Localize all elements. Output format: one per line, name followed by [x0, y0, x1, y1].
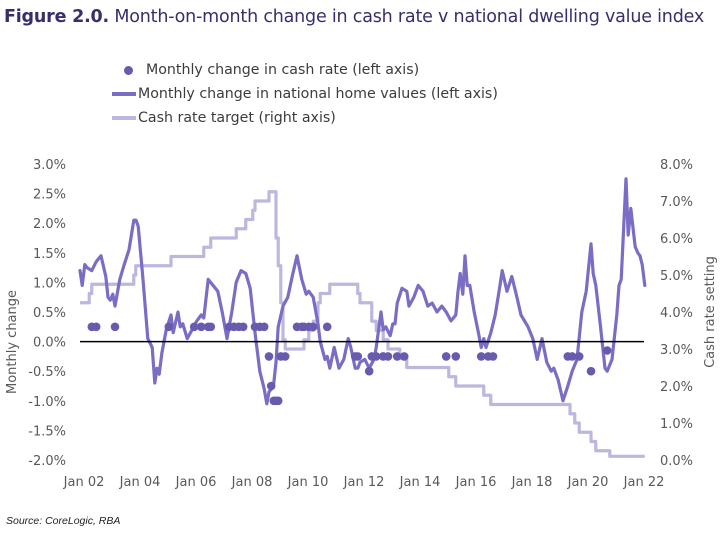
y-axis-label-left: Monthly change	[5, 290, 20, 394]
cash-rate-change-point	[567, 352, 577, 361]
cash-rate-target-series	[80, 190, 645, 458]
y-tick-label-right: 5.0%	[660, 269, 693, 284]
x-tick-label: Jan 10	[287, 475, 329, 490]
cash-rate-change-point	[206, 322, 216, 332]
cash-rate-change-point	[574, 352, 584, 361]
legend-line-marker	[112, 89, 136, 99]
y-tick-label-right: 3.0%	[660, 343, 693, 358]
cash-rate-change-point	[189, 322, 199, 332]
cash-rate-change-point	[196, 322, 206, 332]
x-tick-label: Jan 18	[511, 475, 553, 490]
legend-label: Cash rate target (right axis)	[138, 110, 336, 126]
x-tick-label: Jan 22	[623, 475, 665, 490]
dot-icon	[124, 66, 133, 75]
line-icon	[112, 116, 136, 120]
y-tick-label-left: -2.0%	[28, 454, 66, 469]
x-tick-label: Jan 04	[119, 475, 161, 490]
y-tick-label-left: 3.0%	[33, 158, 66, 173]
left-axis: -2.0% -1.5% -1.0% -0.5% 0.0% 0.5% 1.0% 1.5% 2.0%…	[28, 158, 66, 469]
cash-rate-change-series	[87, 322, 612, 406]
cash-rate-change-point	[273, 396, 283, 406]
x-tick-label: Jan 16	[455, 475, 497, 490]
right-axis: 0.0% 1.0% 2.0% 3.0% 4.0% 5.0% 6.0% 7.0% 8.0%	[660, 158, 693, 469]
cash-rate-change-point	[266, 381, 276, 391]
y-tick-label-right: 8.0%	[660, 158, 693, 173]
chart-title: Figure 2.0. Month-on-month change in cas…	[4, 4, 719, 31]
y-tick-label-right: 2.0%	[660, 380, 693, 395]
cash-rate-change-point	[110, 322, 120, 332]
y-tick-label-left: 2.5%	[33, 188, 66, 203]
line-icon	[112, 92, 136, 96]
cash-rate-change-point	[91, 322, 101, 332]
cash-rate-change-point	[264, 352, 274, 361]
cash-rate-change-point	[308, 322, 318, 332]
legend-item-cash-rate-change: Monthly change in cash rate (left axis)	[112, 58, 419, 82]
chart-plot: -2.0% -1.5% -1.0% -0.5% 0.0% 0.5% 1.0% 1.5% 2.0%…	[5, 158, 718, 490]
y-tick-label-left: 0.5%	[33, 306, 66, 321]
y-tick-label-left: -1.5%	[28, 424, 66, 439]
y-tick-label-left: 1.5%	[33, 247, 66, 262]
y-tick-label-right: 0.0%	[660, 454, 693, 469]
x-tick-label: Jan 12	[343, 475, 385, 490]
legend-line-marker	[112, 113, 136, 123]
x-axis: Jan 02 Jan 04 Jan 06 Jan 08 Jan 10 Jan 12 Jan …	[63, 475, 665, 490]
figure-label: Figure 2.0.	[4, 7, 109, 27]
x-tick-label: Jan 02	[63, 475, 105, 490]
cash-rate-change-point	[586, 366, 596, 376]
cash-rate-change-point	[383, 352, 393, 361]
legend-label: Monthly change in cash rate (left axis)	[146, 62, 420, 78]
y-tick-label-right: 6.0%	[660, 232, 693, 247]
x-tick-label: Jan 08	[231, 475, 273, 490]
cash-rate-change-point	[451, 352, 461, 361]
y-axis-label-right: Cash rate setting	[703, 256, 718, 368]
cash-rate-change-point	[476, 352, 486, 361]
home-values-line	[78, 177, 647, 406]
cash-rate-change-point	[238, 322, 248, 332]
legend-dot-marker	[112, 65, 136, 75]
cash-rate-change-point	[164, 322, 174, 332]
cash-rate-change-point	[259, 322, 269, 332]
cash-rate-change-point	[371, 352, 381, 361]
cash-rate-change-point	[353, 352, 363, 361]
x-tick-label: Jan 14	[399, 475, 441, 490]
y-tick-label-right: 4.0%	[660, 306, 693, 321]
cash-rate-change-point	[441, 352, 451, 361]
cash-rate-change-point	[488, 352, 498, 361]
legend-item-cash-rate-target: Cash rate target (right axis)	[112, 106, 336, 130]
legend-label: Monthly change in national home values (…	[138, 86, 498, 102]
cash-rate-change-point	[392, 352, 402, 361]
figure-title-text: Month-on-month change in cash rate v nat…	[114, 7, 705, 27]
y-tick-label-left: 2.0%	[33, 217, 66, 232]
y-tick-label-left: -1.0%	[28, 395, 66, 410]
source-note: Source: CoreLogic, RBA	[6, 515, 121, 527]
y-tick-label-left: 1.0%	[33, 276, 66, 291]
x-tick-label: Jan 06	[175, 475, 217, 490]
cash-rate-change-point	[399, 352, 409, 361]
cash-rate-target-line	[80, 190, 645, 458]
y-tick-label-left: -0.5%	[28, 365, 66, 380]
y-tick-label-right: 1.0%	[660, 417, 693, 432]
y-tick-label-left: 0.0%	[33, 336, 66, 351]
cash-rate-change-point	[280, 352, 290, 361]
cash-rate-change-point	[364, 366, 374, 376]
cash-rate-change-point	[602, 346, 612, 355]
legend-item-home-values: Monthly change in national home values (…	[112, 82, 498, 106]
cash-rate-change-point	[322, 322, 332, 332]
y-tick-label-right: 7.0%	[660, 195, 693, 210]
home-values-series	[78, 177, 647, 406]
x-tick-label: Jan 20	[567, 475, 609, 490]
